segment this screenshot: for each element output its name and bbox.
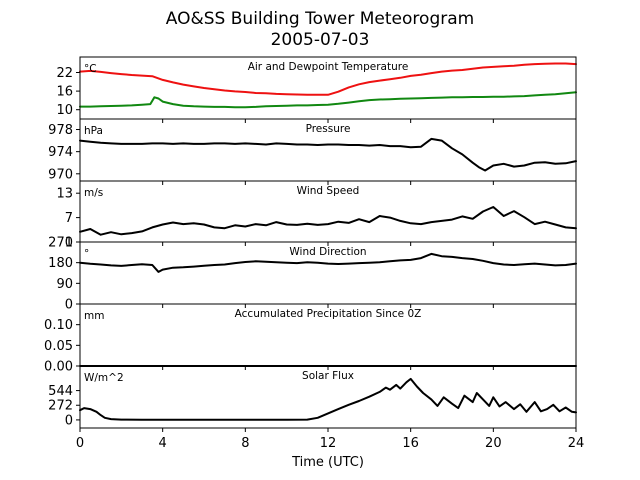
solar-unit: W/m^2 (84, 372, 124, 384)
x-tick-label-1: 4 (159, 436, 167, 451)
wdir-unit: ° (84, 248, 89, 260)
wspd-ytick-label-0: 1 (65, 236, 73, 251)
temp-title: Air and Dewpoint Temperature (248, 61, 409, 73)
panel-precip: 0.00 0.05 0.10 mm Accumulated Precipitation … (44, 303, 577, 375)
solar-ytick-label-0: 0 (65, 413, 73, 428)
precip-title: Accumulated Precipitation Since 0Z (235, 308, 422, 320)
wdir-ytick-label-0: 0 (65, 298, 73, 313)
solar-ytick-label-2: 544 (48, 384, 73, 399)
pressure-ytick-label-0: 970 (48, 167, 73, 182)
wspd-series-0 (79, 206, 577, 236)
wspd-unit: m/s (84, 187, 103, 199)
wspd-ytick-label-1: 7 (65, 211, 73, 226)
x-tick-label-6: 24 (568, 436, 585, 451)
pressure-ytick-label-1: 974 (48, 145, 73, 160)
solar-ytick-label-1: 272 (48, 399, 73, 414)
precip-unit: mm (84, 310, 104, 322)
chart-title: AO&SS Building Tower Meteorogram (166, 9, 474, 29)
solar-title: Solar Flux (302, 370, 354, 382)
wdir-ytick-label-1: 90 (56, 277, 73, 292)
panel-wdir: 0 90 180 270 ° Wind Direction (48, 236, 577, 313)
pressure-ytick-label-2: 978 (48, 123, 73, 138)
pressure-series-0 (79, 137, 577, 172)
x-tick-label-4: 16 (402, 436, 419, 451)
x-tick-label-0: 0 (76, 436, 84, 451)
x-axis-label: Time (UTC) (291, 455, 364, 470)
wspd-title: Wind Speed (297, 185, 360, 197)
temp-series-1 (79, 91, 577, 109)
temp-ytick-label-1: 16 (56, 85, 73, 100)
x-tick-label-5: 20 (485, 436, 502, 451)
panel-temp: 10 16 22 °C Air and Dewpoint Temperature (56, 56, 577, 123)
wdir-title: Wind Direction (289, 246, 366, 258)
x-tick-label-2: 8 (241, 436, 249, 451)
temp-ytick-label-0: 10 (56, 103, 73, 118)
solar-series-0 (79, 377, 577, 421)
precip-ytick-label-1: 0.05 (44, 339, 73, 354)
x-tick-label-3: 12 (320, 436, 337, 451)
pressure-unit: hPa (84, 125, 103, 137)
chart-subtitle: 2005-07-03 (271, 30, 370, 50)
precip-ytick-label-0: 0.00 (44, 360, 73, 375)
wspd-ytick-label-2: 13 (56, 187, 73, 202)
temp-ytick-label-2: 22 (56, 66, 73, 81)
time-axis: 0 4 8 12 16 20 24 (76, 436, 584, 451)
wdir-series-0 (79, 252, 577, 273)
wdir-ytick-label-3: 270 (48, 236, 73, 251)
panel-wspd: 1 7 13 m/s Wind Speed (56, 180, 577, 251)
temp-series-0 (79, 62, 577, 96)
panel-pressure: 970 974 978 hPa Pressure (48, 118, 577, 185)
pressure-title: Pressure (306, 123, 351, 135)
temp-unit: °C (84, 63, 97, 75)
precip-ytick-label-2: 0.10 (44, 318, 73, 333)
wdir-ytick-label-2: 180 (48, 256, 73, 271)
